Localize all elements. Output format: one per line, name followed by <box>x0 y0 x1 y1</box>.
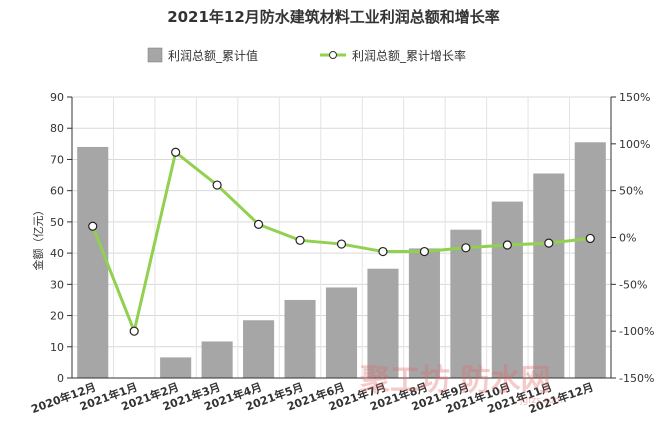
line-point <box>461 243 471 253</box>
line-point <box>212 180 222 190</box>
legend-bar-swatch <box>147 47 163 63</box>
axes: 0 10 20 30 40 50 60 70 80 90 -150% -100% -50% 0% 50% 10… <box>31 91 654 385</box>
y-tick-label: 90 <box>50 91 64 104</box>
y-tick-label: 70 <box>50 153 64 166</box>
chart-title: 2021年12月防水建筑材料工业利润总额和增长率 <box>167 8 500 26</box>
legend-bar-label: 利润总额_累计值 <box>168 48 258 63</box>
y-tick-label: 80 <box>50 122 64 135</box>
line-point <box>419 246 430 257</box>
growth-line <box>88 147 595 336</box>
line-point <box>378 246 388 257</box>
line-point <box>88 221 98 231</box>
y2-tick-label: -150% <box>619 372 654 385</box>
line-point <box>129 326 139 336</box>
line-point <box>336 239 347 249</box>
line-point <box>502 240 512 250</box>
line-point <box>585 233 595 244</box>
bar <box>491 201 523 378</box>
y-tick-label: 30 <box>50 278 64 291</box>
bar <box>284 299 316 378</box>
y2-tick-label: -100% <box>619 325 654 338</box>
bar <box>160 357 192 378</box>
y-axis-label: 金额（亿元） <box>31 205 45 271</box>
y-tick-label: 40 <box>50 247 64 260</box>
legend-line-marker <box>329 51 337 59</box>
y-tick-label: 60 <box>50 185 64 198</box>
bar <box>201 341 233 378</box>
bar <box>367 268 399 378</box>
bar <box>408 248 440 378</box>
y-tick-label: 20 <box>50 310 64 323</box>
bar <box>533 173 565 378</box>
y-tick-label: 10 <box>50 341 64 354</box>
watermark-text: 聚工坊 防水网 <box>359 363 550 398</box>
line-point <box>171 147 181 157</box>
y2-tick-label: 150% <box>619 91 650 104</box>
watermark-subtext: jgfzs.com <box>519 396 563 406</box>
y2-tick-label: 50% <box>619 185 643 198</box>
line-point <box>253 219 264 229</box>
y2-tick-label: 100% <box>619 138 650 151</box>
line-point <box>295 235 305 245</box>
y2-tick-label: 0% <box>619 232 636 245</box>
legend-line-label: 利润总额_累计增长率 <box>352 48 466 63</box>
bar <box>77 146 109 378</box>
y-tick-label: 0 <box>57 372 64 385</box>
bar <box>243 320 275 378</box>
y2-tick-label: -50% <box>619 278 647 291</box>
bar <box>450 229 482 378</box>
line-point <box>544 238 554 248</box>
legend: 利润总额_累计值 利润总额_累计增长率 <box>147 47 466 63</box>
bars <box>77 142 606 378</box>
y-tick-label: 50 <box>50 216 64 229</box>
bar <box>325 287 358 378</box>
bar <box>574 142 606 378</box>
